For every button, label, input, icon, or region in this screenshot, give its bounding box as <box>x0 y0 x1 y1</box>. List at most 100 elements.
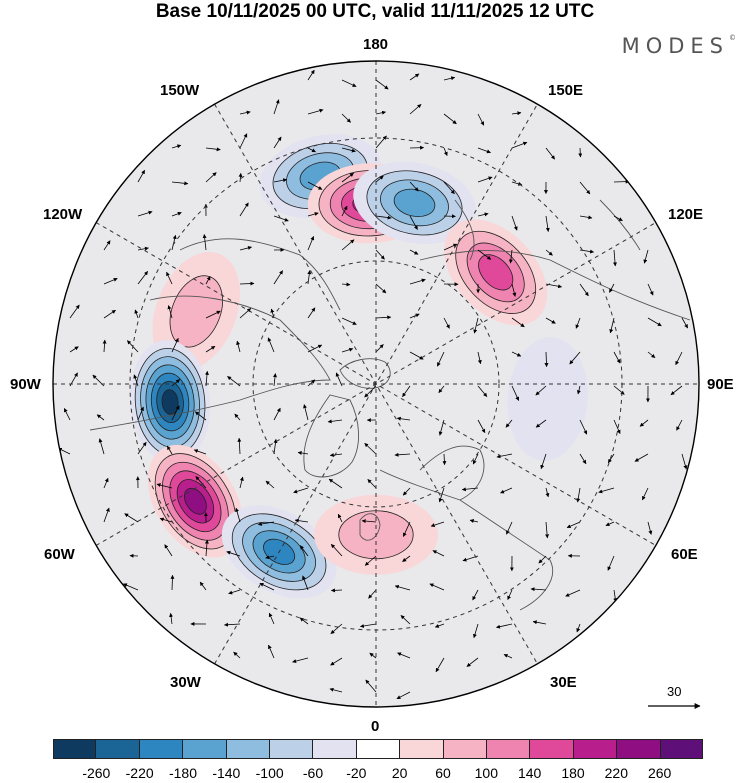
wind-arrow <box>579 215 593 220</box>
wind-arrow <box>545 215 550 232</box>
wind-arrow <box>579 419 588 435</box>
anomaly-contour <box>161 389 179 415</box>
wind-arrow <box>575 317 581 329</box>
wind-arrow <box>472 453 479 465</box>
coast-arctic-islands <box>339 358 391 389</box>
wind-arrow <box>307 212 319 217</box>
wind-arrow <box>103 240 111 251</box>
lon-label-60e: 60E <box>671 546 698 563</box>
colorbar-tick-label: 220 <box>604 765 629 781</box>
wind-arrow <box>273 99 280 115</box>
wind-arrow <box>579 181 591 195</box>
coast-greenland <box>303 394 360 478</box>
anomaly-contour <box>478 254 514 291</box>
wind-arrow <box>98 438 105 455</box>
wind-arrow <box>124 513 139 523</box>
wind-arrow <box>477 212 489 217</box>
wind-arrow <box>205 147 221 152</box>
wind-arrow <box>364 555 377 566</box>
wind-arrow <box>473 317 479 334</box>
wind-arrow <box>396 416 411 421</box>
wind-arrow <box>443 147 448 156</box>
lon-label-180: 180 <box>363 36 389 53</box>
wind-arrow <box>329 687 343 693</box>
wind-arrow <box>613 351 621 364</box>
colorbar-swatch <box>399 739 443 759</box>
colorbar-swatch <box>486 739 530 759</box>
wind-arrow <box>273 373 277 387</box>
lon-label-30e: 30E <box>550 674 577 691</box>
wind-arrow <box>647 351 656 359</box>
wind-arrow <box>511 283 517 297</box>
wind-arrow <box>341 79 357 87</box>
wind-arrow <box>294 518 309 523</box>
wind-arrow <box>156 483 173 489</box>
wind-arrow <box>341 205 348 217</box>
wind-arrow <box>508 249 513 264</box>
wind-arrow <box>224 622 241 627</box>
wind-arrow <box>307 235 315 251</box>
wind-arrow <box>341 147 356 153</box>
wind-arrow <box>607 555 615 571</box>
wind-arrow <box>477 249 492 260</box>
wind-arrow <box>511 317 525 328</box>
wind-arrow <box>195 476 207 489</box>
lon-label-90e: 90E <box>707 376 734 393</box>
colorbar-tick-label: 60 <box>435 765 451 781</box>
wind-arrow <box>239 202 249 217</box>
wind-arrow <box>341 113 351 123</box>
wind-arrow <box>103 507 110 523</box>
wind-arrow <box>511 385 520 401</box>
wind-arrow <box>566 521 581 529</box>
wind-arrow <box>237 437 242 455</box>
wind-arrow <box>532 620 547 625</box>
map-border <box>52 60 700 708</box>
colorbar-swatch <box>182 739 226 759</box>
wind-arrow <box>137 271 149 285</box>
wind-arrow <box>238 172 243 183</box>
wind-arrow <box>328 478 343 489</box>
wind-arrow <box>330 623 343 635</box>
wind-arrow <box>375 215 392 220</box>
wind-arrow <box>613 215 623 222</box>
wind-arrow <box>642 487 649 501</box>
wind-arrow <box>647 283 654 296</box>
wind-arrow <box>442 453 447 466</box>
wind-arrow <box>257 521 275 526</box>
wind-arrow <box>607 453 615 464</box>
wind-arrow <box>436 351 445 367</box>
wind-arrow <box>375 175 384 183</box>
wind-arrow <box>193 449 207 455</box>
wind-arrow <box>511 351 522 357</box>
colorbar-swatch <box>659 739 704 759</box>
wind-arrow <box>327 419 343 424</box>
wind-arrow <box>330 588 343 593</box>
wind-arrow <box>579 283 589 297</box>
wind-arrow <box>171 379 180 387</box>
wind-arrow <box>613 419 621 435</box>
colorbar-tick-label: -100 <box>255 765 284 781</box>
wind-arrow <box>166 271 173 285</box>
wind-arrow <box>409 73 420 81</box>
wind-arrow <box>402 521 411 537</box>
wind-arrow <box>402 487 411 496</box>
wind-arrow <box>133 374 139 387</box>
coast-alaska <box>179 238 341 311</box>
wind-arrow <box>430 521 445 527</box>
map-disc <box>53 61 699 707</box>
wind-arrow <box>236 340 241 353</box>
wind-arrow <box>396 691 411 700</box>
colorbar-swatch <box>572 739 617 759</box>
wind-arrow <box>337 513 343 523</box>
wind-arrow <box>63 408 71 421</box>
wind-arrow <box>409 181 419 192</box>
wind-arrow <box>299 545 309 557</box>
wind-arrow <box>375 315 392 320</box>
wind-arrow <box>545 521 550 539</box>
anomaly-hudson-low <box>129 340 211 464</box>
colorbar-swatch <box>225 739 270 759</box>
wind-arrow <box>670 385 683 396</box>
wind-arrow <box>540 453 547 470</box>
wind-arrow <box>473 623 479 639</box>
wind-arrow <box>239 281 255 286</box>
